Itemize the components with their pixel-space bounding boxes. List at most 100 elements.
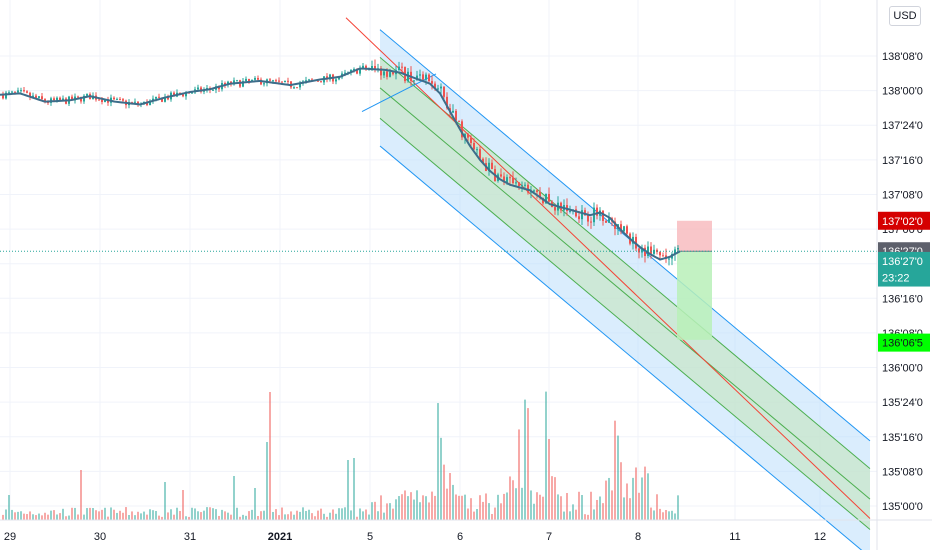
candle-body <box>137 101 139 105</box>
volume-bar <box>251 509 253 520</box>
candle-body <box>71 96 73 101</box>
volume-bar <box>464 494 466 520</box>
volume-bar <box>647 473 649 520</box>
candle-body <box>53 98 55 101</box>
time-tick-label: 8 <box>635 531 641 543</box>
volume-bar <box>296 510 298 520</box>
volume-bar <box>347 460 349 520</box>
price-tick-label: 135'08'0 <box>882 466 923 478</box>
volume-bar <box>527 408 529 520</box>
volume-bar <box>422 495 424 520</box>
candle-body <box>626 226 628 234</box>
candle-body <box>479 149 481 159</box>
channel-outer-lower <box>379 145 863 550</box>
volume-bar <box>170 509 172 520</box>
volume-bar <box>593 509 595 520</box>
volume-bar <box>338 508 340 520</box>
volume-bar <box>131 511 133 520</box>
volume-bar <box>323 513 325 520</box>
volume-bar <box>428 502 430 520</box>
volume-bar <box>233 476 235 520</box>
volume-bar <box>332 509 334 520</box>
volume-bar <box>209 507 211 520</box>
volume-bar <box>77 514 79 520</box>
volume-bar <box>671 510 673 520</box>
candle-body <box>389 72 391 77</box>
price-channel[interactable] <box>345 17 871 550</box>
candle-body <box>287 80 289 82</box>
volume-bar <box>230 514 232 520</box>
volume-bar <box>167 512 169 520</box>
candle-body <box>461 121 463 138</box>
volume-bar <box>518 429 520 520</box>
volume-bar <box>125 507 127 520</box>
volume-bar <box>257 515 259 520</box>
candle-body <box>476 149 478 151</box>
candle-body <box>77 96 79 98</box>
volume-bar <box>614 420 616 520</box>
candle-body <box>446 96 448 109</box>
volume-bar <box>146 514 148 520</box>
volume-bar <box>137 511 139 520</box>
volume-bar <box>29 511 31 520</box>
moving-average-line <box>0 67 681 261</box>
volume-bar <box>8 495 10 520</box>
candle-body <box>191 92 193 94</box>
volume-bar <box>545 391 547 520</box>
candle-body <box>539 191 541 198</box>
volume-bar <box>500 503 502 520</box>
volume-bar <box>611 490 613 520</box>
candle-body <box>677 248 679 250</box>
volume-bar <box>515 488 517 520</box>
candle-body <box>2 94 4 99</box>
volume-bar <box>119 510 121 520</box>
volume-bar <box>245 515 247 520</box>
volume-bar <box>401 494 403 520</box>
candle-body <box>578 216 580 220</box>
candle-body <box>443 86 445 97</box>
volume-bar <box>542 496 544 520</box>
candle-body <box>659 251 661 256</box>
candle-body <box>56 97 58 101</box>
candle-body <box>458 120 460 122</box>
candle-body <box>272 80 274 82</box>
price-tick-label: 137'16'0 <box>882 155 923 167</box>
volume-bar <box>41 515 43 520</box>
volume-bar <box>479 495 481 520</box>
volume-bar <box>677 495 679 520</box>
volume-bar <box>563 511 565 520</box>
candle-body <box>32 95 34 97</box>
candle-body <box>575 209 577 217</box>
volume-bar <box>530 490 532 520</box>
price-tick-label: 135'24'0 <box>882 397 923 409</box>
candle-body <box>419 74 421 76</box>
volume-bar <box>437 403 439 520</box>
channel-upper-mid <box>379 87 871 500</box>
volume-bar <box>383 512 385 520</box>
candle-body <box>650 246 652 254</box>
candle-body <box>254 78 256 80</box>
volume-bar <box>53 510 55 520</box>
candle-body <box>80 96 82 102</box>
candle-body <box>284 80 286 83</box>
currency-button[interactable]: USD <box>889 6 921 26</box>
candle-body <box>356 68 358 74</box>
volume-bar <box>560 496 562 520</box>
candle-body <box>113 97 115 100</box>
volume-bar <box>491 513 493 520</box>
volume-bar <box>50 510 52 520</box>
volume-bar <box>581 495 583 520</box>
time-tick-label: 30 <box>94 531 106 543</box>
volume-bar <box>488 503 490 520</box>
candle-body <box>614 221 616 229</box>
short-position-tool[interactable] <box>677 220 712 340</box>
volume-bar <box>275 509 277 520</box>
volume-bar <box>467 508 469 520</box>
volume-bar <box>386 503 388 520</box>
candle-body <box>236 80 238 82</box>
candle-body <box>98 99 100 101</box>
candle-body <box>587 215 589 222</box>
volume-bar <box>368 514 370 520</box>
